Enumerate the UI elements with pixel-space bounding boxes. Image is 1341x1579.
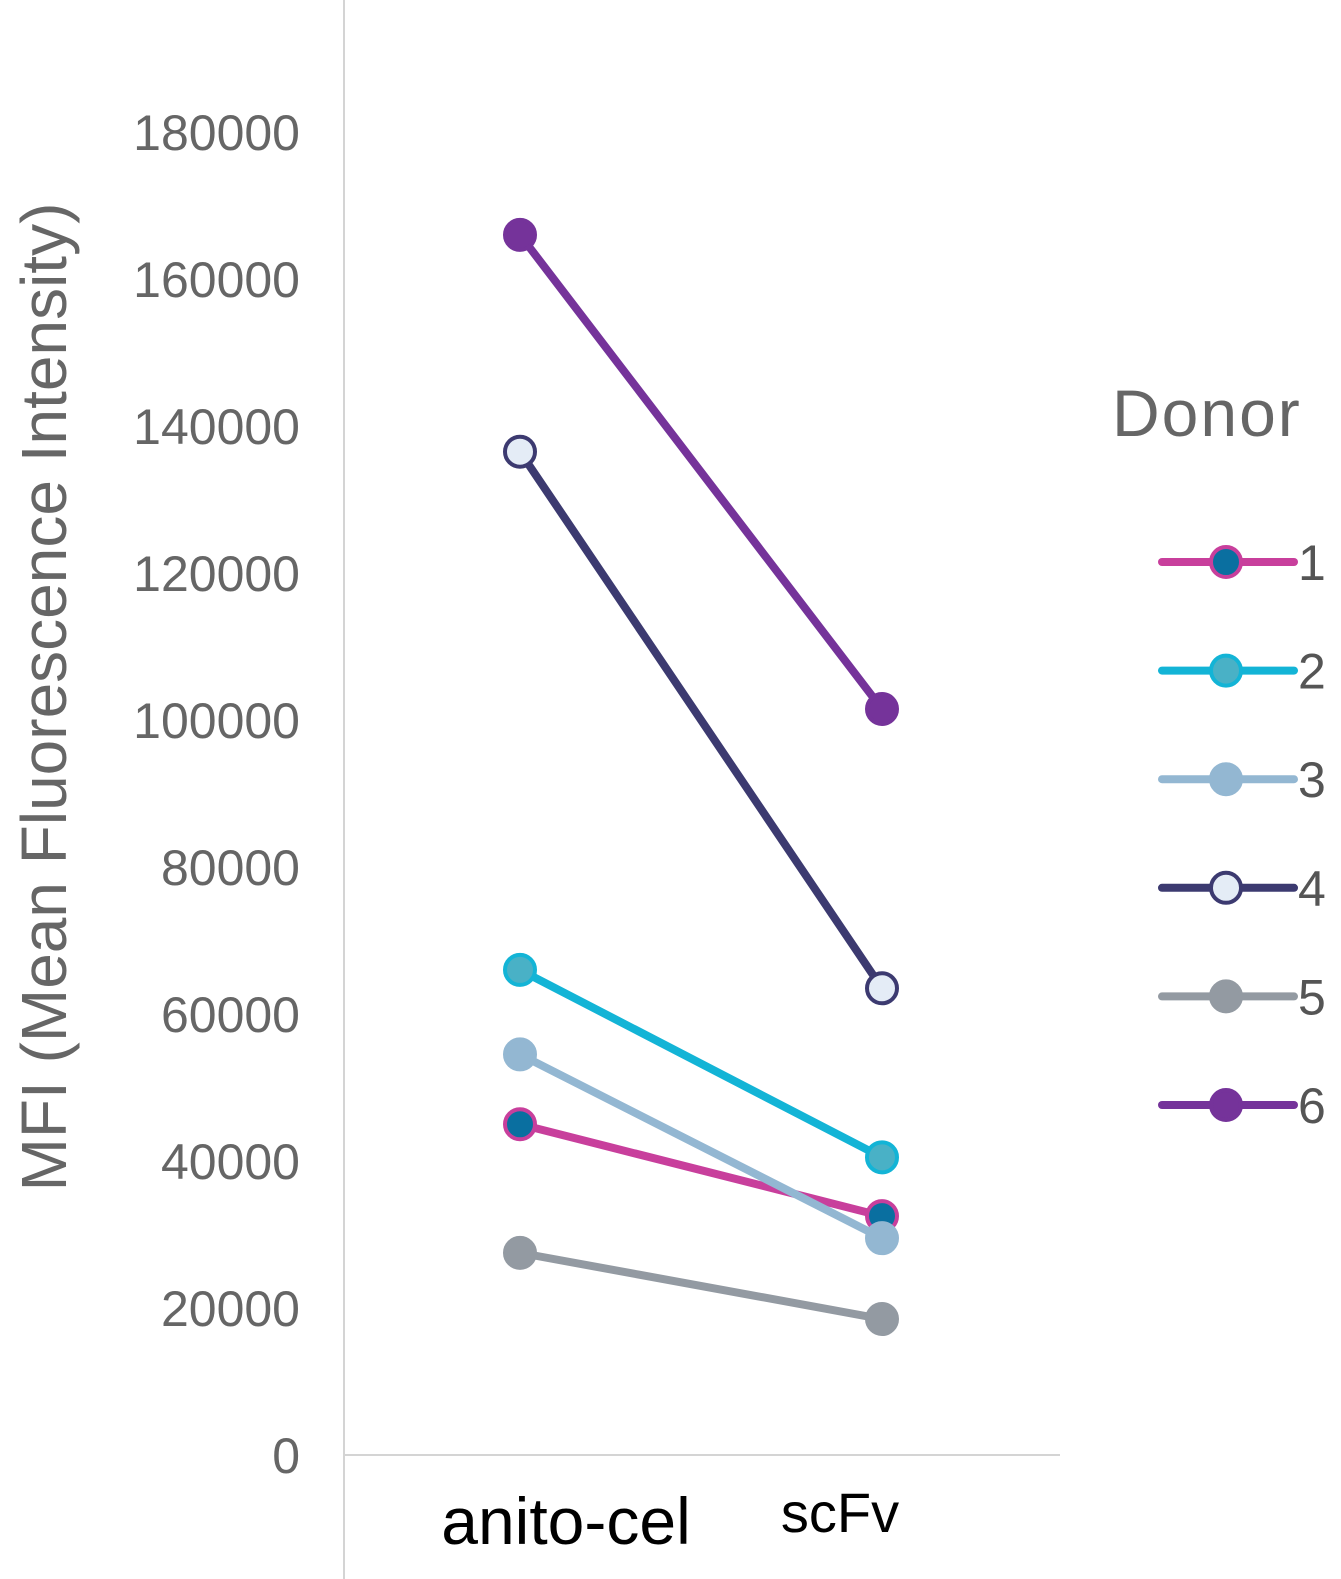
legend-label: 2 bbox=[1298, 644, 1326, 700]
plot-axes bbox=[343, 0, 1060, 1579]
series-layer bbox=[503, 217, 899, 1337]
data-point bbox=[865, 1302, 899, 1337]
series-donor-1 bbox=[503, 1107, 899, 1234]
data-point bbox=[865, 691, 899, 726]
data-point bbox=[503, 1235, 537, 1270]
legend-marker bbox=[1209, 979, 1243, 1014]
series-line bbox=[516, 1248, 886, 1324]
y-tick-label: 100000 bbox=[133, 693, 300, 749]
data-point bbox=[865, 971, 899, 1006]
x-category-labels: anito-cel scFv bbox=[441, 1481, 899, 1558]
y-tick-label: 140000 bbox=[133, 399, 300, 455]
legend-item-4: 4 bbox=[1158, 861, 1326, 917]
legend-label: 3 bbox=[1298, 752, 1326, 808]
legend-item-3: 3 bbox=[1158, 752, 1326, 808]
legend-item-5: 5 bbox=[1158, 969, 1326, 1025]
legend-item-2: 2 bbox=[1158, 644, 1326, 700]
legend-label: 1 bbox=[1298, 535, 1326, 591]
series-line bbox=[516, 965, 886, 1162]
data-point bbox=[503, 1107, 537, 1142]
series-donor-6 bbox=[503, 217, 899, 726]
data-point bbox=[865, 1140, 899, 1175]
data-point bbox=[503, 217, 537, 252]
legend-marker bbox=[1209, 762, 1243, 797]
x-category-label: anito-cel bbox=[441, 1484, 690, 1558]
y-tick-label: 0 bbox=[272, 1428, 300, 1484]
series-line bbox=[516, 230, 886, 713]
legend: Donor 1 2 3 4 5 6 bbox=[1112, 376, 1326, 1134]
series-donor-2 bbox=[503, 952, 899, 1175]
y-tick-labels: 0 20000 40000 60000 80000 100000 120000 140000 1… bbox=[133, 105, 300, 1484]
data-point bbox=[503, 434, 537, 469]
legend-marker bbox=[1209, 653, 1243, 688]
data-point bbox=[503, 1037, 537, 1072]
legend-marker bbox=[1209, 545, 1243, 579]
data-point bbox=[865, 1221, 899, 1256]
legend-label: 6 bbox=[1298, 1078, 1326, 1134]
y-tick-label: 60000 bbox=[161, 987, 300, 1043]
series-line bbox=[516, 1050, 886, 1243]
y-tick-label: 120000 bbox=[133, 546, 300, 602]
y-tick-label: 160000 bbox=[133, 252, 300, 308]
series-donor-3 bbox=[503, 1037, 899, 1256]
y-axis-label: MFI (Mean Fluorescence Intensity) bbox=[8, 203, 80, 1192]
data-point bbox=[503, 952, 537, 987]
legend-item-6: 6 bbox=[1158, 1078, 1326, 1134]
series-line bbox=[516, 447, 886, 993]
series-donor-4 bbox=[503, 434, 899, 1006]
y-tick-label: 180000 bbox=[133, 105, 300, 161]
legend-marker bbox=[1209, 1088, 1243, 1122]
legend-marker bbox=[1209, 870, 1243, 905]
legend-item-1: 1 bbox=[1158, 535, 1326, 591]
series-donor-5 bbox=[503, 1235, 899, 1337]
series-line bbox=[516, 1120, 886, 1221]
legend-label: 4 bbox=[1298, 861, 1326, 917]
legend-label: 5 bbox=[1298, 969, 1326, 1025]
legend-title: Donor bbox=[1112, 376, 1302, 450]
x-category-label: scFv bbox=[781, 1481, 899, 1544]
y-tick-label: 40000 bbox=[161, 1134, 300, 1190]
y-tick-label: 80000 bbox=[161, 840, 300, 896]
y-tick-label: 20000 bbox=[161, 1281, 300, 1337]
